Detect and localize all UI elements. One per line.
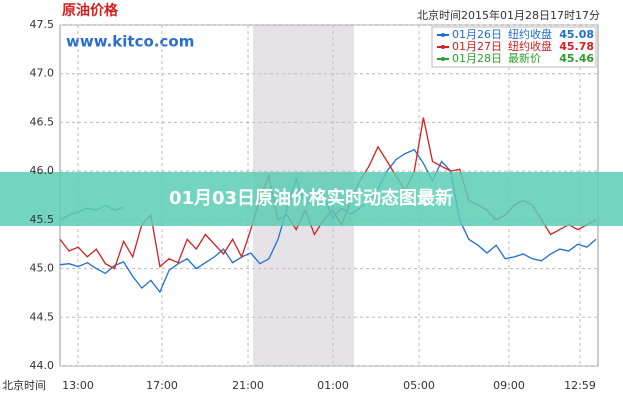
y-tick-label: 45.5 [30,213,55,226]
watermark: www.kitco.com [66,33,194,51]
x-tick-label: 12:59 [564,379,596,392]
legend-label: 纽约收盘 [508,27,552,41]
chart-title: 原油价格 [62,2,119,19]
x-axis-label: 北京时间 [2,378,46,392]
y-tick-label: 47.5 [30,18,55,31]
legend-box [431,26,597,68]
x-tick-label: 13:00 [62,379,94,392]
x-tick-label: 01:00 [317,379,349,392]
legend-label: 最新价 [508,51,541,65]
timestamp: 北京时间2015年01月28日17时17分 [417,8,600,22]
x-tick-label: 09:00 [493,379,525,392]
banner-text: 01月03日原油价格实时动态图最新 [169,187,453,209]
legend-value: 45.46 [559,52,594,65]
legend-value: 45.78 [559,40,594,53]
legend-dot [441,45,445,49]
y-tick-label: 46.5 [30,115,55,128]
legend-dot [441,33,445,37]
legend-name: 01月27日 [452,40,502,53]
x-tick-label: 17:00 [146,379,178,392]
y-tick-label: 44.0 [30,359,55,372]
legend-name: 01月28日 [452,52,502,65]
legend-label: 纽约收盘 [508,39,552,53]
banner [0,172,623,226]
y-tick-label: 47.0 [30,67,55,80]
legend-value: 45.08 [559,28,594,41]
legend-dot [441,57,445,61]
legend-name: 01月26日 [452,28,502,41]
y-tick-label: 46.0 [30,164,55,177]
y-tick-label: 44.5 [30,310,55,323]
x-tick-label: 21:00 [232,379,264,392]
y-tick-label: 45.0 [30,262,55,275]
x-tick-label: 05:00 [403,379,435,392]
